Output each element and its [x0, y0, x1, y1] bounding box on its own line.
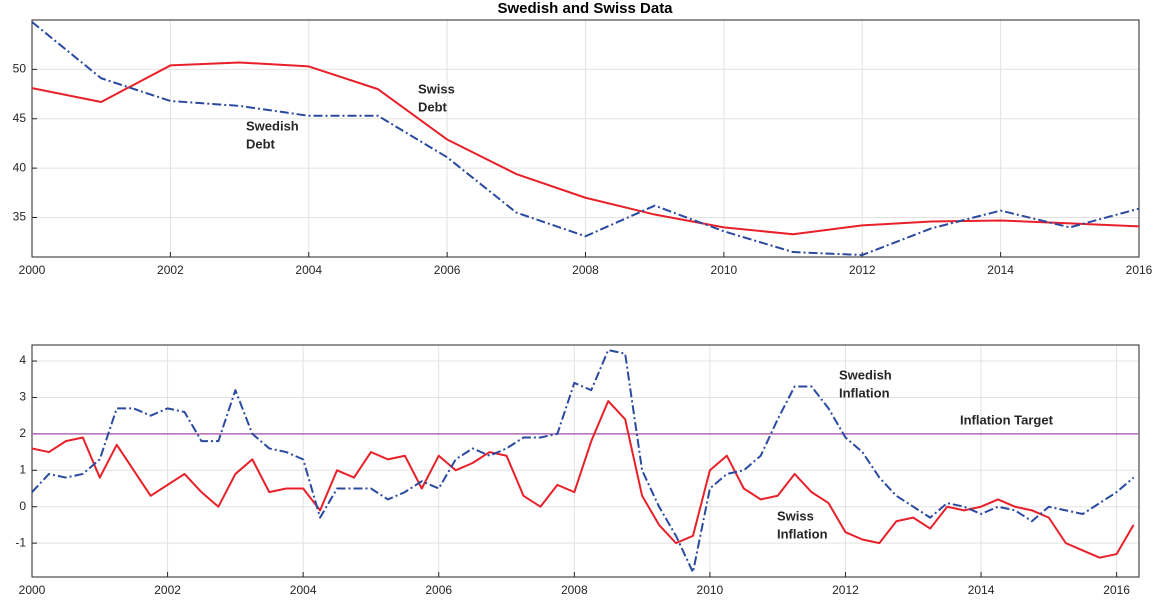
chart-title: Swedish and Swiss Data: [497, 0, 673, 17]
series-line: [32, 21, 1139, 257]
reference-label: Inflation Target: [960, 412, 1054, 427]
x-tick-label: 2000: [19, 263, 46, 277]
plot-frame: [31, 344, 1140, 578]
y-tick-label: 3: [19, 390, 26, 404]
annotation: Debt: [418, 99, 448, 114]
x-tick-label: 2014: [987, 263, 1014, 277]
annotation: Swiss: [777, 508, 814, 523]
y-tick-label: 0: [19, 499, 26, 513]
x-tick-label: 2004: [290, 583, 317, 597]
y-tick-label: 1: [19, 462, 26, 476]
x-tick-label: 2014: [968, 583, 995, 597]
x-tick-label: 2006: [434, 263, 461, 277]
x-tick-label: 2006: [425, 583, 452, 597]
x-tick-label: 2004: [295, 263, 322, 277]
y-tick-label: 35: [13, 210, 27, 224]
plot-lines: [32, 349, 1139, 574]
x-tick-label: 2016: [1103, 583, 1130, 597]
series-line: [32, 349, 1135, 574]
y-tick-label: 45: [13, 111, 27, 125]
series-line: [32, 61, 1139, 236]
x-tick-label: 2008: [561, 583, 588, 597]
y-tick-label: 4: [19, 353, 26, 367]
y-tick-label: 50: [13, 62, 27, 76]
annotation: Swiss: [418, 81, 455, 96]
x-tick-label: 2010: [711, 263, 738, 277]
x-tick-label: 2000: [19, 583, 46, 597]
annotation: Debt: [246, 136, 276, 151]
x-tick-label: 2016: [1126, 263, 1153, 277]
annotation: Inflation: [777, 526, 828, 541]
x-tick-label: 2012: [832, 583, 859, 597]
y-tick-label: -1: [15, 535, 26, 549]
annotation: Swedish: [246, 118, 299, 133]
plot-lines: [32, 21, 1139, 257]
plot-frame: [31, 19, 1140, 258]
series-line: [32, 400, 1135, 559]
x-tick-label: 2002: [157, 263, 184, 277]
x-tick-label: 2010: [697, 583, 724, 597]
x-tick-label: 2002: [154, 583, 181, 597]
annotation: Inflation: [839, 385, 890, 400]
y-tick-label: 40: [13, 160, 27, 174]
x-tick-label: 2008: [572, 263, 599, 277]
annotation: Swedish: [839, 367, 892, 382]
x-tick-label: 2012: [849, 263, 876, 277]
y-tick-label: 2: [19, 426, 26, 440]
